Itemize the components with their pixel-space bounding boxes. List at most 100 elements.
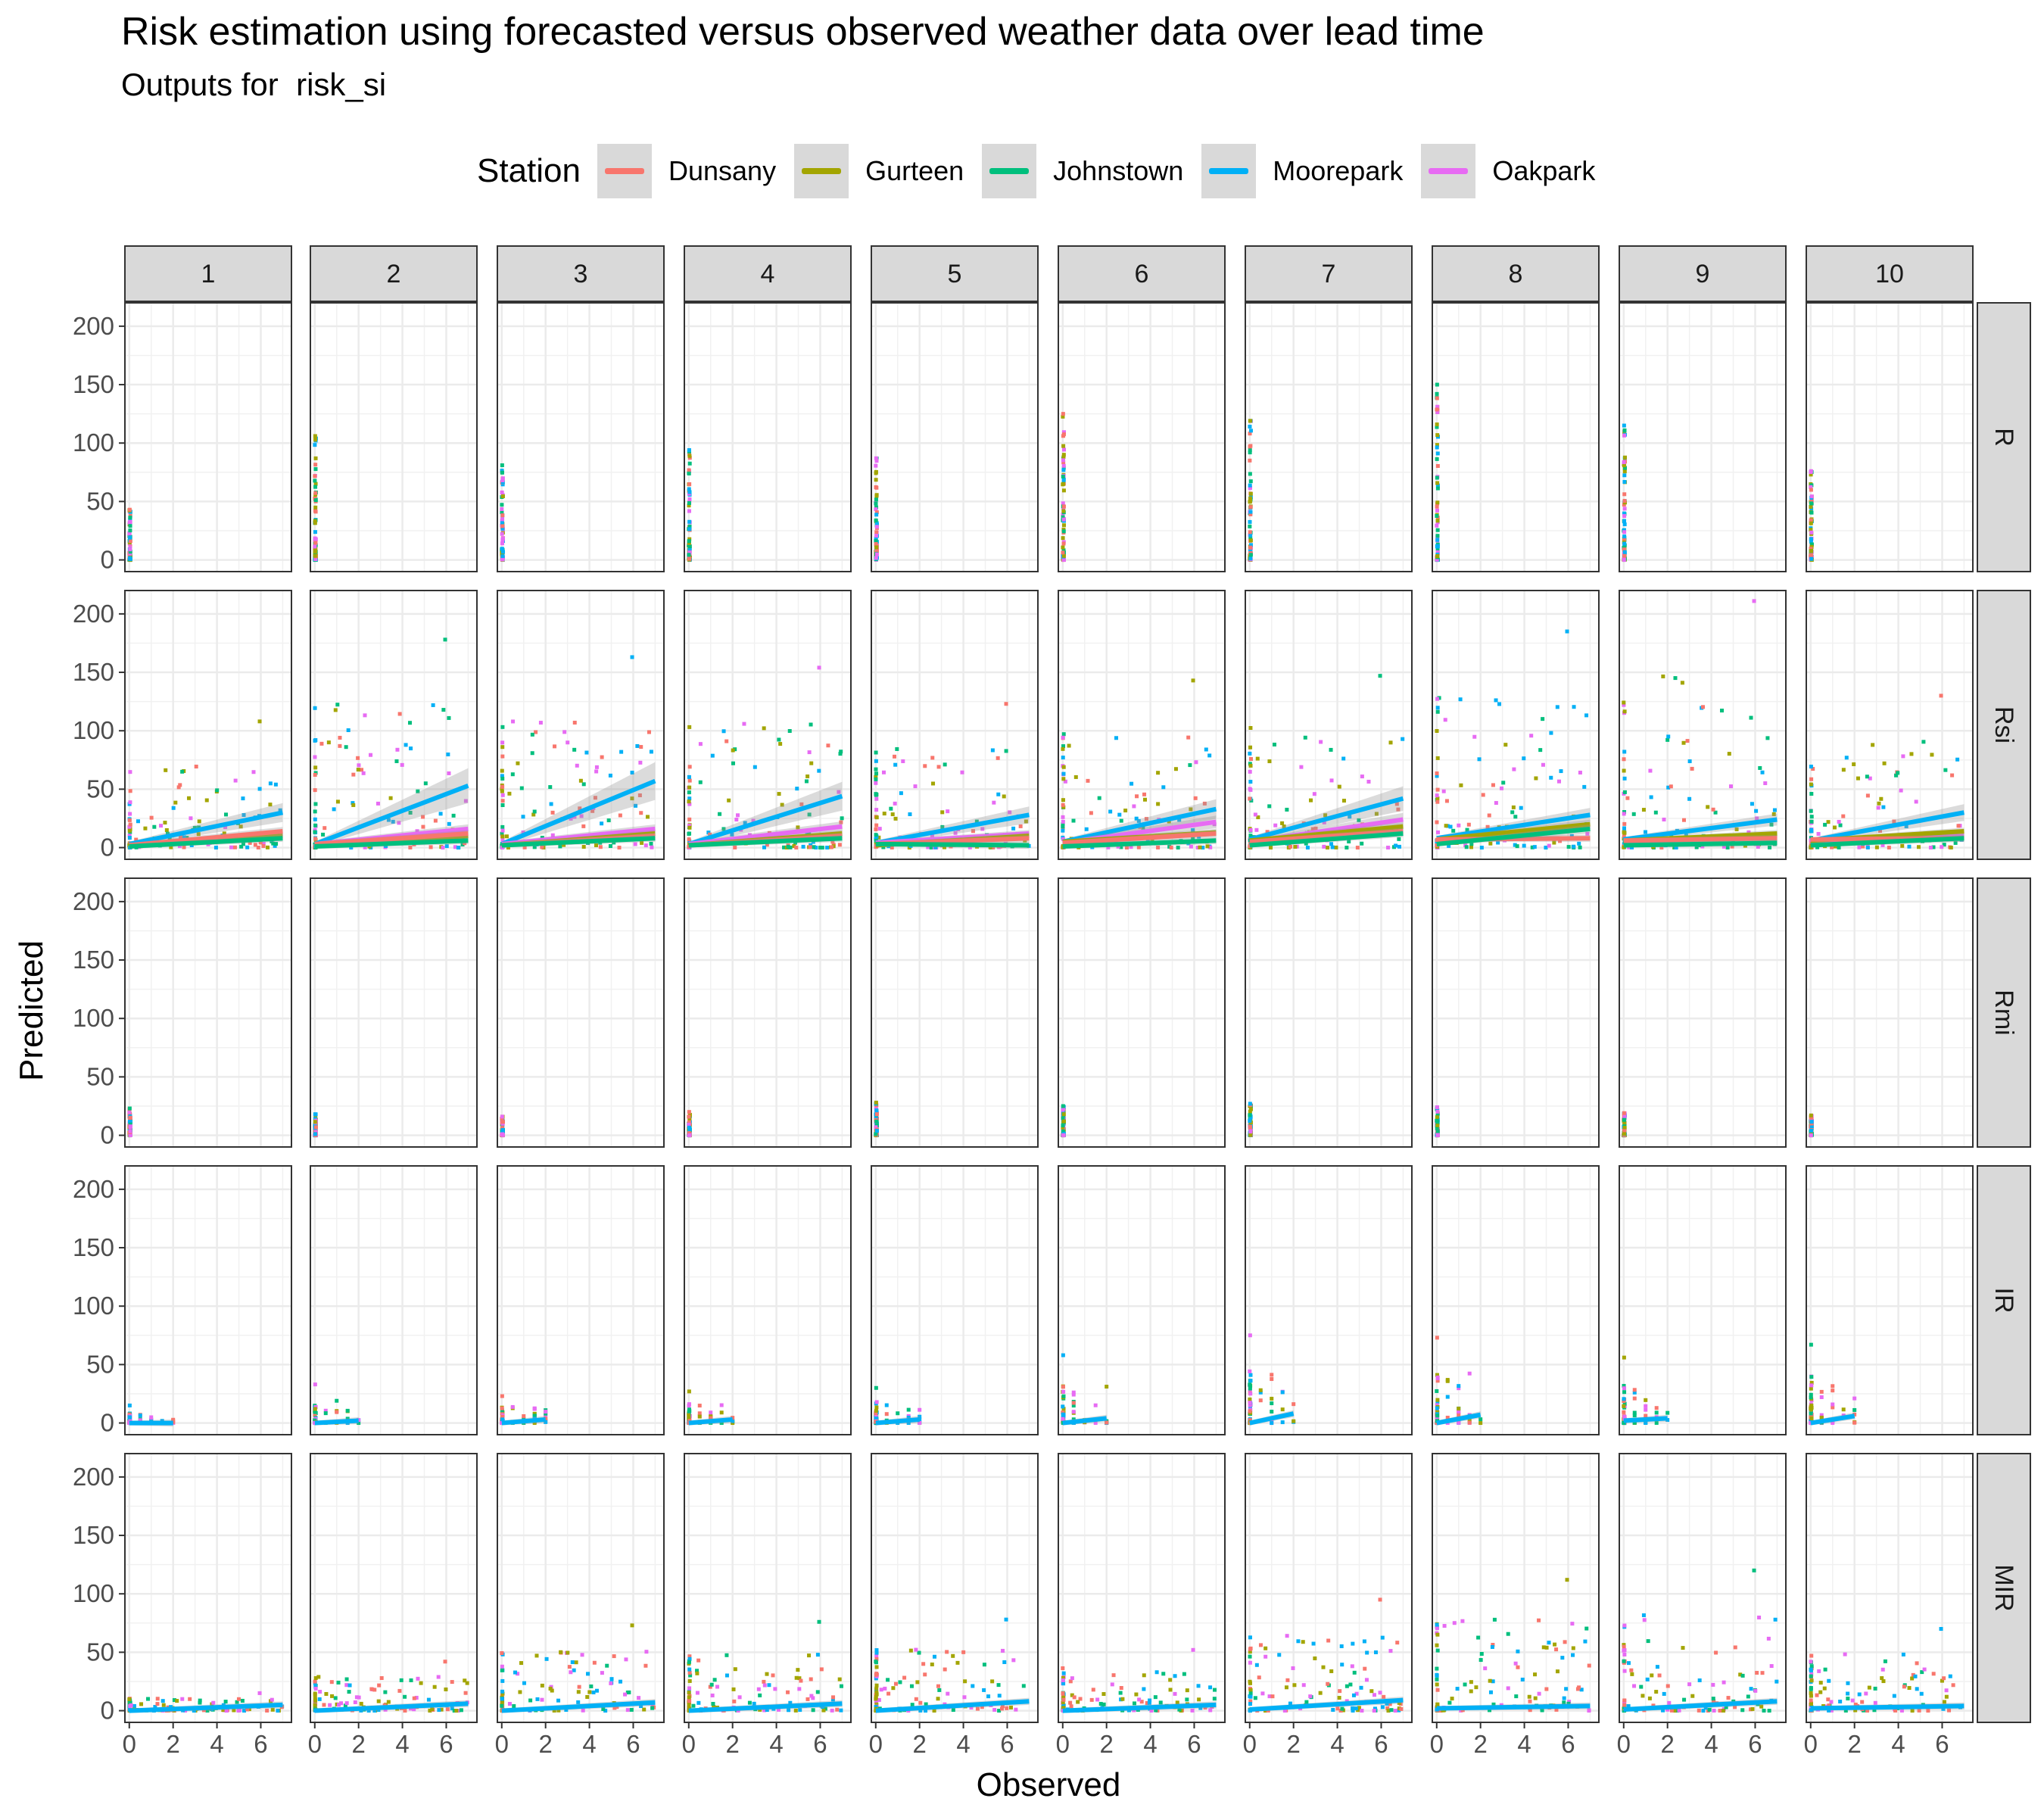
data-point xyxy=(1136,845,1141,849)
panel-mir-6 xyxy=(1058,1453,1226,1723)
data-point xyxy=(500,480,505,485)
data-point xyxy=(500,1130,505,1134)
data-point xyxy=(1061,1678,1065,1682)
data-point xyxy=(1653,810,1658,815)
data-point xyxy=(500,776,505,781)
data-point xyxy=(1248,510,1253,514)
data-point xyxy=(1501,781,1506,785)
data-point xyxy=(721,827,726,831)
data-point xyxy=(372,1709,377,1713)
data-point xyxy=(1458,697,1463,702)
data-point xyxy=(933,845,938,849)
data-point xyxy=(1401,737,1405,741)
data-point xyxy=(1435,1120,1440,1124)
data-point xyxy=(335,1398,339,1403)
data-point xyxy=(1435,830,1440,834)
data-point xyxy=(128,1115,132,1120)
data-point xyxy=(1809,485,1813,489)
data-point xyxy=(1334,845,1338,849)
data-point xyxy=(1156,802,1161,806)
data-point xyxy=(1648,768,1653,773)
data-point xyxy=(1681,818,1686,822)
data-point xyxy=(937,1688,942,1692)
data-point xyxy=(344,1677,349,1681)
facet-strip-3 xyxy=(497,245,665,302)
panel-rsi-10 xyxy=(1806,590,1974,860)
data-point xyxy=(1397,844,1402,849)
data-point xyxy=(270,1707,275,1712)
legend-key-gurteen xyxy=(794,144,849,198)
data-point xyxy=(1622,511,1626,516)
data-point xyxy=(831,1695,836,1700)
data-point xyxy=(1435,391,1439,396)
data-point xyxy=(910,1703,915,1707)
data-point xyxy=(1435,1375,1440,1379)
data-point xyxy=(795,787,799,791)
data-point xyxy=(578,806,582,811)
data-point xyxy=(1876,806,1880,810)
data-point xyxy=(708,1685,712,1689)
data-point xyxy=(687,765,692,769)
data-point xyxy=(572,720,577,725)
data-point xyxy=(687,839,692,843)
panel-border xyxy=(1619,1165,1787,1435)
data-point xyxy=(500,834,505,839)
fit-line-moorepark xyxy=(501,1700,656,1713)
data-point xyxy=(1465,827,1469,832)
data-point xyxy=(830,840,835,844)
fit-line-moorepark xyxy=(500,778,656,846)
data-point xyxy=(615,1705,619,1709)
data-point xyxy=(1448,824,1453,829)
data-point xyxy=(1348,815,1352,819)
data-point xyxy=(1622,503,1626,507)
data-point xyxy=(1435,1416,1439,1420)
data-point xyxy=(500,547,504,551)
panel-border xyxy=(1619,302,1787,572)
data-point xyxy=(357,1418,361,1423)
data-point xyxy=(1312,792,1316,796)
data-point xyxy=(697,1414,702,1419)
data-point xyxy=(257,787,262,791)
data-point xyxy=(1249,757,1254,762)
data-point xyxy=(918,1407,922,1412)
data-point xyxy=(1248,530,1252,535)
data-point xyxy=(1248,1409,1252,1413)
fit-line-johnstown xyxy=(501,836,656,848)
data-point xyxy=(1248,1418,1252,1423)
data-point xyxy=(180,769,185,774)
data-point xyxy=(1469,845,1473,849)
data-point xyxy=(500,768,504,773)
data-point xyxy=(510,1404,515,1409)
data-point xyxy=(874,556,878,560)
data-point xyxy=(1622,1404,1626,1408)
data-point xyxy=(883,1686,887,1691)
data-point xyxy=(1882,761,1887,765)
data-point xyxy=(1706,805,1710,809)
data-point xyxy=(1879,796,1884,801)
data-point xyxy=(874,827,878,831)
data-point xyxy=(313,755,317,759)
data-point xyxy=(548,785,553,790)
data-point xyxy=(1248,496,1253,500)
data-point xyxy=(1303,735,1307,740)
data-point xyxy=(1061,1404,1065,1409)
data-point xyxy=(1248,556,1253,561)
data-point xyxy=(443,637,447,642)
data-point xyxy=(1304,841,1308,846)
data-point xyxy=(182,845,186,849)
data-point xyxy=(433,818,438,823)
data-point xyxy=(630,770,634,774)
data-point xyxy=(1248,1392,1253,1396)
panel-background xyxy=(1058,303,1225,572)
facet-strip-label: 6 xyxy=(1135,260,1149,288)
data-point xyxy=(1665,737,1670,742)
data-point xyxy=(430,1707,435,1712)
data-point xyxy=(1901,754,1905,759)
data-point xyxy=(1270,1396,1274,1401)
data-point xyxy=(771,1673,775,1678)
data-point xyxy=(1666,734,1671,739)
data-point xyxy=(1014,1707,1018,1712)
data-point xyxy=(809,722,813,727)
data-point xyxy=(1189,807,1193,812)
data-point xyxy=(1061,488,1066,493)
